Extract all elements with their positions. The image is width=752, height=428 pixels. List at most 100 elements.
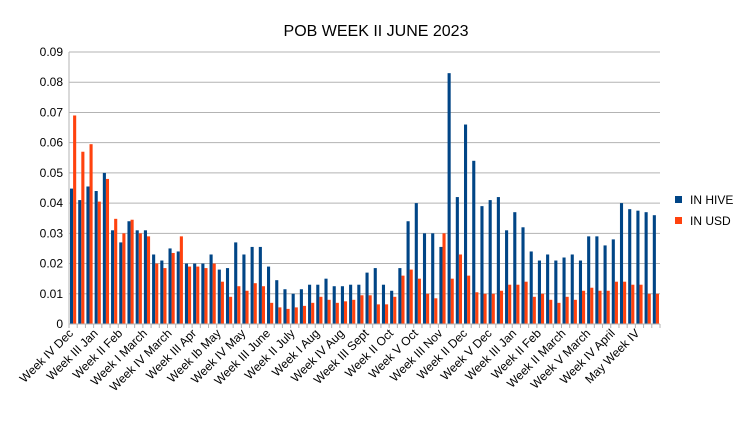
- bar-in-usd: [352, 299, 356, 324]
- bar-in-hive: [431, 233, 435, 324]
- y-tick-labels: 0 0.01 0.02 0.03 0.04 0.05 0.06 0.07 0.08 0.09: [40, 45, 64, 331]
- bar-in-hive: [603, 245, 607, 324]
- bar-in-usd: [401, 275, 405, 324]
- bar-in-hive: [86, 186, 90, 324]
- bar-in-hive: [422, 233, 427, 324]
- bar-in-usd: [335, 302, 339, 324]
- bar-in-usd: [647, 293, 651, 324]
- bar-in-hive: [455, 197, 459, 324]
- y-tick-label: 0.01: [40, 287, 64, 301]
- bar-in-hive: [644, 212, 648, 324]
- bar-in-hive: [176, 251, 180, 324]
- bar-in-hive: [480, 206, 484, 324]
- bar-in-usd: [409, 269, 413, 324]
- legend-swatch: [675, 217, 682, 224]
- bar-in-usd: [376, 304, 380, 324]
- bar-in-usd: [319, 296, 323, 324]
- bar-in-hive: [332, 286, 336, 324]
- bar-in-usd: [171, 252, 175, 324]
- bar-in-usd: [229, 296, 233, 324]
- bar-in-hive: [217, 269, 221, 324]
- bar-in-usd: [475, 292, 479, 324]
- bar-in-hive: [119, 242, 123, 324]
- bar-in-usd: [155, 263, 159, 324]
- bar-in-hive: [406, 221, 410, 324]
- bar-in-usd: [573, 299, 577, 324]
- bar-in-hive: [619, 203, 624, 324]
- y-tick-label: 0.02: [40, 257, 64, 271]
- y-tick-label: 0.07: [40, 105, 64, 119]
- bar-in-usd: [614, 281, 618, 324]
- bar-in-usd: [311, 302, 315, 324]
- bar-in-hive: [357, 284, 361, 324]
- bar-in-usd: [557, 302, 561, 324]
- bar-in-usd: [138, 233, 142, 324]
- y-tick-label: 0.05: [40, 166, 64, 180]
- bar-in-usd: [294, 307, 298, 324]
- bar-in-usd: [499, 290, 504, 324]
- bar-in-usd: [327, 299, 331, 324]
- bar-in-usd: [114, 218, 118, 324]
- y-tick-label: 0: [56, 317, 63, 331]
- bar-in-usd: [598, 290, 602, 324]
- bar-in-hive: [267, 266, 271, 324]
- bar-in-hive: [349, 284, 353, 324]
- bar-in-usd: [302, 305, 307, 324]
- bar-in-usd: [606, 290, 610, 324]
- bar-in-usd: [508, 284, 512, 324]
- legend: IN HIVE IN USD: [675, 193, 733, 228]
- bar-in-hive: [373, 268, 377, 324]
- bar-in-hive: [184, 263, 189, 324]
- chart-title: POB WEEK II JUNE 2023: [284, 23, 469, 40]
- bar-in-usd: [393, 296, 397, 324]
- bar-in-hive: [587, 236, 591, 324]
- bar-in-usd: [237, 286, 241, 324]
- bar-in-usd: [196, 266, 200, 324]
- bar-in-usd: [368, 295, 372, 324]
- bar-in-usd: [491, 293, 495, 324]
- bar-in-usd: [458, 254, 462, 324]
- bar-in-usd: [105, 178, 110, 324]
- bar-in-hive: [275, 280, 279, 324]
- bar-in-usd: [623, 281, 627, 324]
- bar-in-usd: [590, 287, 594, 324]
- y-tick-label: 0.09: [40, 45, 64, 59]
- bar-in-hive: [521, 227, 525, 324]
- bar-in-hive: [439, 246, 443, 324]
- bar-in-hive: [250, 246, 254, 324]
- y-tick-label: 0.04: [40, 196, 64, 210]
- bar-in-hive: [554, 260, 558, 324]
- bar-in-usd: [426, 293, 430, 324]
- bar-in-hive: [242, 254, 246, 324]
- bar-in-hive: [464, 124, 468, 324]
- bar-in-hive: [505, 230, 509, 324]
- bar-in-usd: [417, 278, 421, 324]
- bar-in-usd: [524, 281, 528, 324]
- bar-in-hive: [652, 215, 656, 324]
- bar-in-hive: [225, 268, 230, 324]
- bar-in-usd: [532, 296, 536, 324]
- bar-in-hive: [513, 212, 517, 324]
- bar-in-hive: [570, 254, 574, 324]
- bar-in-usd: [655, 293, 659, 324]
- bar-in-hive: [414, 203, 418, 324]
- bars: [70, 73, 659, 324]
- bar-in-hive: [316, 284, 320, 324]
- bar-in-usd: [89, 144, 93, 324]
- bar-in-hive: [611, 239, 615, 324]
- bar-in-hive: [496, 197, 500, 324]
- legend-label: IN HIVE: [690, 193, 733, 207]
- bar-in-hive: [390, 290, 394, 324]
- bar-in-hive: [381, 284, 386, 324]
- bar-in-hive: [324, 278, 328, 324]
- bar-in-usd: [130, 219, 134, 324]
- bar-in-usd: [163, 268, 167, 324]
- bar-in-usd: [146, 236, 151, 324]
- bar-in-usd: [639, 284, 643, 324]
- bar-in-usd: [360, 295, 364, 324]
- bar-in-usd: [565, 296, 569, 324]
- bar-in-hive: [258, 246, 262, 324]
- bar-in-hive: [127, 221, 131, 324]
- bar-in-hive: [578, 260, 583, 324]
